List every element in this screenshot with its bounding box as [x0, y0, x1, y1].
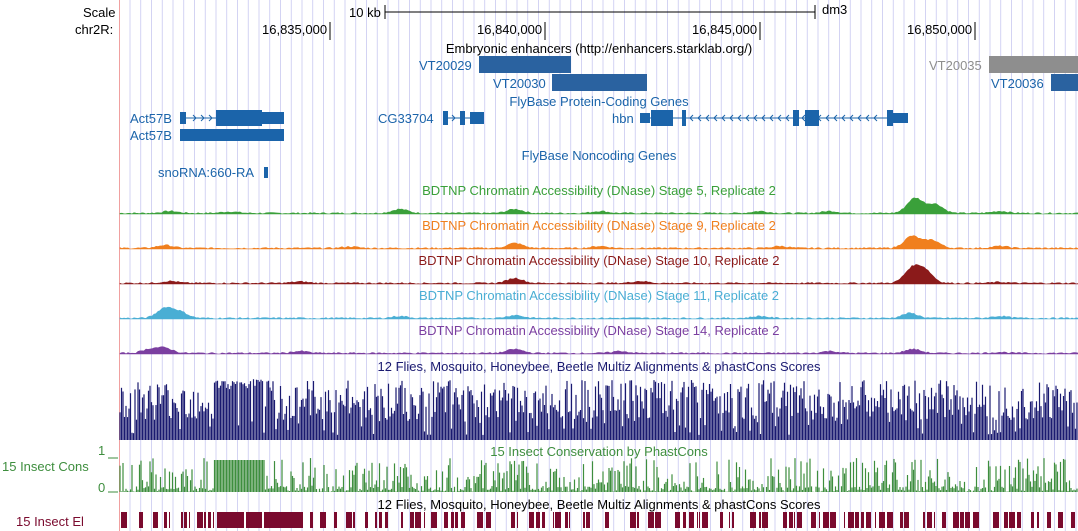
ruler-position-2: 16,840,000	[477, 22, 543, 37]
dnase-signal-tracks	[119, 197, 1078, 355]
dnase-signal-0	[119, 197, 1078, 215]
enhancer-vt20035-bar[interactable]	[989, 56, 1078, 73]
phastcons-axis-max: 1	[98, 443, 106, 458]
phastcons-side-label[interactable]: 15 Insect Cons	[2, 459, 89, 474]
enhancer-vt20030-label[interactable]: VT20030	[493, 76, 546, 91]
protein-coding-track-title[interactable]: FlyBase Protein-Coding Genes	[509, 94, 689, 109]
dnase-stage14-title[interactable]: BDTNP Chromatin Accessibility (DNase) St…	[418, 323, 780, 338]
gene-act57b-2-label[interactable]: Act57B	[130, 128, 172, 143]
enhancer-track-items	[479, 56, 1078, 91]
dnase-signal-2	[119, 264, 1078, 285]
ruler-position-3: 16,845,000	[692, 22, 758, 37]
dnase-stage11-title[interactable]: BDTNP Chromatin Accessibility (DNase) St…	[418, 288, 780, 303]
ruler-position-4: 16,850,000	[907, 22, 973, 37]
multiz-track-title[interactable]: 12 Flies, Mosquito, Honeybee, Beetle Mul…	[377, 359, 821, 374]
noncoding-track-title[interactable]: FlyBase Noncoding Genes	[521, 148, 677, 163]
gene-snorna660-label[interactable]: snoRNA:660-RA	[158, 165, 255, 180]
enhancer-vt20035-label[interactable]: VT20035	[929, 58, 982, 73]
assembly-label: dm3	[822, 2, 848, 17]
dnase-signal-1	[119, 235, 1078, 250]
enhancer-vt20036-bar[interactable]	[1051, 74, 1078, 91]
gene-act57b-1[interactable]	[180, 110, 284, 126]
gene-cg33704-label[interactable]: CG33704	[378, 111, 434, 126]
dnase-signal-4	[119, 346, 1078, 355]
elements-track-title[interactable]: 12 Flies, Mosquito, Honeybee, Beetle Mul…	[377, 497, 821, 512]
gene-snorna660-bar[interactable]	[264, 167, 268, 178]
enhancer-vt20029-label[interactable]: VT20029	[419, 58, 472, 73]
position-ruler-ticks	[329, 22, 976, 40]
gene-hbn-label[interactable]: hbn	[612, 111, 634, 126]
base-position-grid	[129, 0, 1077, 531]
enhancer-track-title[interactable]: Embryonic enhancers (http://enhancers.st…	[445, 41, 753, 56]
dnase-stage5-title[interactable]: BDTNP Chromatin Accessibility (DNase) St…	[422, 183, 776, 198]
enhancer-vt20030-bar[interactable]	[552, 74, 647, 91]
phastcons-axis-min: 0	[98, 480, 106, 495]
gene-cg33704[interactable]	[443, 111, 484, 125]
elements-side-label[interactable]: 15 Insect El	[16, 514, 84, 529]
scale-bar	[384, 5, 816, 19]
multiz-conservation-wiggle	[119, 379, 1078, 440]
dnase-stage9-title[interactable]: BDTNP Chromatin Accessibility (DNase) St…	[422, 218, 776, 233]
phastcons-track-title[interactable]: 15 Insect Conservation by PhastCons	[490, 444, 708, 459]
conserved-elements-bars	[121, 512, 1075, 528]
enhancer-vt20036-label[interactable]: VT20036	[991, 76, 1044, 91]
phastcons-wiggle	[119, 458, 1078, 492]
chrom-label: chr2R:	[75, 22, 114, 37]
gene-act57b-1-label[interactable]: Act57B	[130, 111, 172, 126]
scale-bar-text: 10 kb	[349, 5, 381, 20]
enhancer-vt20029-bar[interactable]	[479, 56, 571, 73]
dnase-stage10-title[interactable]: BDTNP Chromatin Accessibility (DNase) St…	[418, 253, 780, 268]
gene-hbn[interactable]	[640, 110, 908, 126]
dnase-signal-3	[119, 306, 1078, 320]
gene-act57b-2[interactable]	[180, 129, 284, 141]
ruler-position-1: 16,835,000	[262, 22, 328, 37]
scale-label: Scale	[83, 5, 116, 20]
